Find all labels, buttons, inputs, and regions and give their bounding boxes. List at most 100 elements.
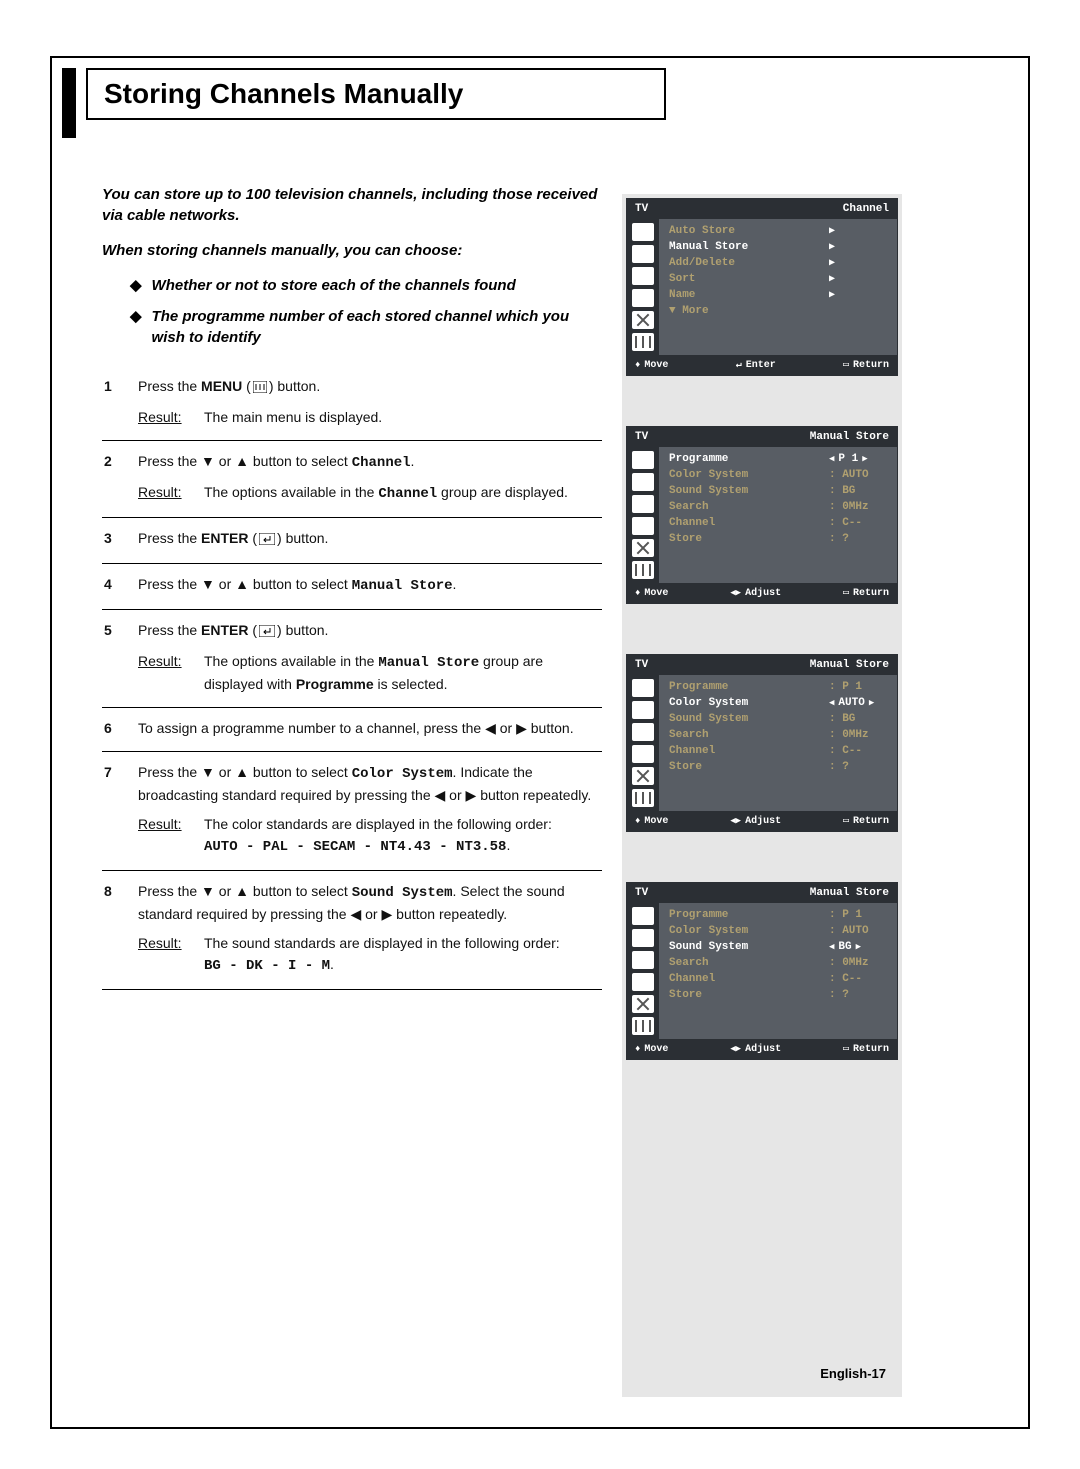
tv-menu: TVManual StoreProgramme◀ P 1 ▶Color Syst…: [626, 426, 898, 604]
step-text: or: [445, 787, 465, 803]
menu-row: Search: 0MHz: [669, 499, 889, 515]
menu-body: Programme: P 1Color System: AUTOSound Sy…: [627, 903, 897, 1039]
menu-row-label: Search: [669, 729, 709, 741]
result-part: The options available in the: [204, 484, 378, 500]
menu-side-icon: [632, 745, 654, 763]
footer-move: ♦ Move: [635, 587, 668, 599]
down-triangle-icon: ▼: [201, 764, 215, 780]
menu-row: Search: 0MHz: [669, 727, 889, 743]
menu-row: Add/Delete▶: [669, 255, 889, 271]
right-triangle-icon: ▶: [862, 454, 867, 464]
result-text: The options available in the Channel gro…: [204, 482, 568, 505]
left-triangle-icon: ◀: [829, 942, 834, 952]
step-text: (: [246, 378, 251, 394]
menu-value-text: BG: [838, 941, 851, 953]
menu-items: Programme: P 1Color System◀ AUTO ▶Sound …: [659, 675, 897, 811]
menu-row-value: : C--: [829, 973, 889, 985]
step-text: button.: [274, 378, 321, 394]
step-text: .: [453, 576, 457, 592]
menu-icon-column: [627, 675, 659, 811]
step-body: Press the ▼ or ▲ button to select Channe…: [138, 451, 600, 505]
menu-row-value: ▶: [829, 225, 889, 237]
step-body: Press the ▼ or ▲ button to select Color …: [138, 762, 600, 858]
step-1: 1 Press the MENU () button. Result: The …: [102, 366, 602, 441]
menu-row-label: Name: [669, 289, 695, 301]
footer-return: ▭ Return: [843, 815, 889, 827]
menu-row-label: Store: [669, 761, 702, 773]
step-text: (: [252, 622, 257, 638]
menu-row: Programme: P 1: [669, 907, 889, 923]
menu-row: Store: ?: [669, 987, 889, 1003]
menu-tv-label: TV: [635, 431, 648, 443]
menu-side-icon: [632, 995, 654, 1013]
down-triangle-icon: ▼: [201, 453, 215, 469]
right-triangle-icon: ▶: [829, 242, 835, 253]
left-triangle-icon: ◀: [829, 454, 834, 464]
menu-row-value: ▶: [829, 273, 889, 285]
sound-order: BG - DK - I - M: [204, 958, 330, 974]
step-body: Press the ▼ or ▲ button to select Manual…: [138, 574, 600, 597]
menu-side-icon: [632, 929, 654, 947]
enter-word: ENTER: [201, 530, 248, 546]
menu-row: Color System: AUTO: [669, 467, 889, 483]
right-triangle-icon: ▶: [829, 226, 835, 237]
menu-row: Color System◀ AUTO ▶: [669, 695, 889, 711]
menu-header: TVManual Store: [627, 883, 897, 903]
menu-items: Programme: P 1Color System: AUTOSound Sy…: [659, 903, 897, 1039]
return-icon: ▭: [843, 587, 849, 599]
menu-manual-store-programme: TVManual StoreProgramme◀ P 1 ▶Color Syst…: [626, 426, 898, 604]
menu-title: Manual Store: [810, 431, 889, 443]
menu-row: Name ▶: [669, 287, 889, 303]
menu-row: Sort▶: [669, 271, 889, 287]
menu-row: Sound System: BG: [669, 483, 889, 499]
menu-row-label: Channel: [669, 517, 715, 529]
result-label: Result:: [138, 814, 188, 858]
step-text: or: [215, 576, 235, 592]
leftright-icon: ◀▶: [730, 588, 741, 598]
color-system-word: Color System: [352, 766, 453, 782]
menu-manual-store-color: TVManual StoreProgramme: P 1Color System…: [626, 654, 898, 832]
step-num: 6: [104, 718, 122, 739]
menu-side-icon: [632, 561, 654, 579]
menu-side-icon: [632, 289, 654, 307]
step-text: .: [411, 453, 415, 469]
leftright-icon: ◀▶: [730, 816, 741, 826]
result-part: The color standards are displayed in the…: [204, 816, 552, 832]
step-text: or: [215, 764, 235, 780]
menu-remote-icon: [253, 378, 267, 399]
menu-row-label: Sound System: [669, 713, 748, 725]
bullet-2: ◆ The programme number of each stored ch…: [130, 306, 602, 348]
menu-side-icon: [632, 517, 654, 535]
menu-row-value: ▶: [829, 289, 889, 301]
step-text: button to select: [249, 453, 352, 469]
step-6: 6 To assign a programme number to a chan…: [102, 708, 602, 752]
bullet-diamond-icon: ◆: [130, 275, 142, 296]
step-text: Press the: [138, 764, 201, 780]
step-8: 8 Press the ▼ or ▲ button to select Soun…: [102, 871, 602, 990]
footer-return: ▭ Return: [843, 587, 889, 599]
menu-footer: ♦ Move◀▶ Adjust▭ Return: [627, 811, 897, 831]
up-triangle-icon: ▲: [235, 764, 249, 780]
right-triangle-icon: ▶: [466, 787, 477, 803]
step-text: button to select: [249, 883, 352, 899]
menu-row-value: ◀ P 1 ▶: [829, 453, 889, 465]
right-triangle-icon: ▶: [829, 290, 835, 301]
step-2: 2 Press the ▼ or ▲ button to select Chan…: [102, 441, 602, 518]
footer-return: ▭ Return: [843, 1043, 889, 1055]
result-row: Result: The options available in the Cha…: [138, 482, 600, 505]
step-body: Press the ENTER () button.: [138, 528, 600, 551]
menu-body: Programme: P 1Color System◀ AUTO ▶Sound …: [627, 675, 897, 811]
menu-value-text: AUTO: [838, 697, 864, 709]
menu-side-icon: [632, 451, 654, 469]
menu-side-icon: [632, 333, 654, 351]
menu-title: Manual Store: [810, 887, 889, 899]
menu-row-label: Sound System: [669, 941, 748, 953]
menu-row-label: Auto Store: [669, 225, 735, 237]
channel-word: Channel: [378, 486, 437, 502]
menu-screenshots-column: TVChannelAuto Store▶Manual Store▶Add/Del…: [622, 194, 902, 1397]
menu-row-value: ▶: [829, 257, 889, 269]
footer-center: ◀▶ Adjust: [730, 1043, 781, 1055]
down-triangle-icon: ▼: [201, 883, 215, 899]
step-num: 5: [104, 620, 122, 695]
step-text: Press the: [138, 622, 201, 638]
